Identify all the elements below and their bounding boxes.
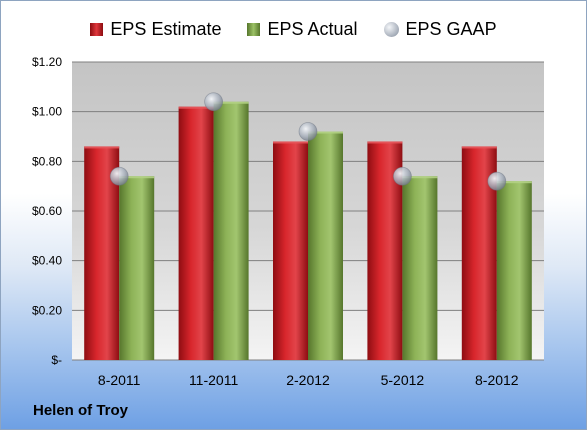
bar-top-highlight (84, 146, 120, 149)
gaap-marker (204, 92, 224, 112)
bar-top-highlight (119, 176, 155, 179)
legend-item-eps-estimate: EPS Estimate (90, 19, 221, 40)
bar-eps-actual (308, 131, 343, 360)
y-tick-label: $0.60 (32, 204, 62, 218)
y-tick-label: $1.20 (32, 55, 62, 69)
bar-top-highlight (213, 101, 249, 104)
x-tick-label: 8-2011 (98, 372, 141, 388)
bar-eps-actual (119, 176, 155, 360)
legend-swatch-eps-actual (247, 22, 261, 36)
bar-eps-estimate (273, 141, 308, 360)
gaap-marker (392, 166, 412, 186)
bar-top-highlight (402, 176, 438, 179)
gaap-marker (487, 171, 507, 191)
gaap-marker (109, 166, 129, 186)
gaap-marker (298, 122, 318, 141)
bars (84, 101, 532, 360)
x-tick-label: 2-2012 (286, 372, 330, 388)
bar-top-highlight (308, 131, 343, 134)
company-label: Helen of Troy (33, 402, 129, 419)
bar-top-highlight (496, 181, 532, 184)
y-tick-label: $0.20 (32, 303, 62, 317)
legend-swatch-eps-gaap (383, 21, 399, 37)
bar-top-highlight (367, 141, 403, 144)
bar-top-highlight (461, 146, 497, 149)
x-axis-ticks: 8-2011 11-2011 2-2012 5-2012 8-2012 (98, 372, 519, 388)
legend-swatch-eps-estimate (90, 22, 104, 36)
y-tick-label: $1.00 (32, 105, 62, 119)
y-tick-label: $- (51, 353, 62, 367)
bar-eps-actual (402, 176, 438, 360)
bar-top-highlight (273, 141, 308, 144)
x-tick-label: 8-2012 (475, 372, 519, 388)
legend: EPS Estimate EPS Actual EPS GAAP (0, 16, 587, 42)
y-tick-label: $0.80 (32, 154, 62, 168)
y-tick-label: $0.40 (32, 254, 62, 268)
bar-eps-estimate (178, 106, 214, 360)
bar-eps-actual (496, 181, 532, 360)
legend-item-eps-gaap: EPS GAAP (383, 18, 497, 40)
bar-top-highlight (178, 106, 214, 109)
legend-label-eps-actual: EPS Actual (267, 18, 358, 39)
legend-label-eps-estimate: EPS Estimate (110, 18, 222, 39)
x-tick-label: 5-2012 (381, 372, 425, 388)
legend-label-eps-gaap: EPS GAAP (405, 18, 497, 39)
legend-item-eps-actual: EPS Actual (247, 18, 358, 40)
y-axis-ticks: $- $0.20 $0.40 $0.60 $0.80 $1.00 $1.20 (32, 55, 62, 367)
x-tick-label: 11-2011 (189, 372, 239, 388)
bar-eps-actual (213, 101, 249, 360)
gaap-markers (109, 92, 507, 191)
